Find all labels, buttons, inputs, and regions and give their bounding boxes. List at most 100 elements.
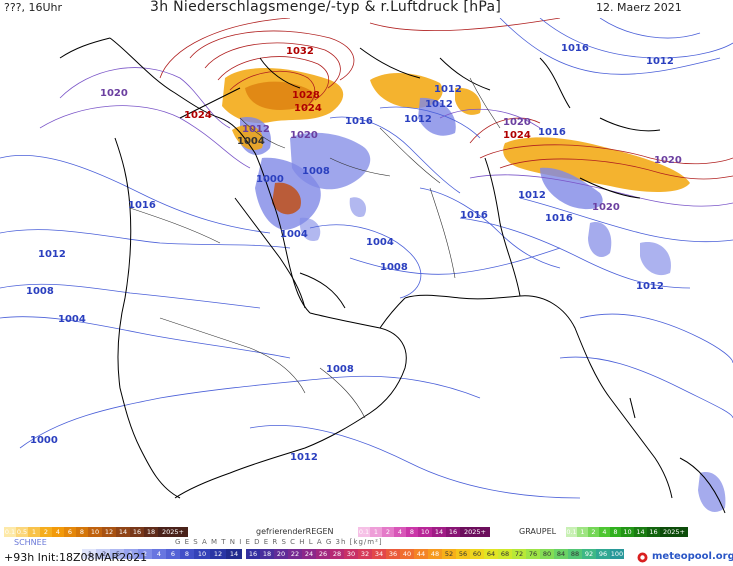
pressure-label: 1004 (58, 314, 86, 325)
total-swatch: 56 (456, 549, 470, 559)
pressure-label: 1012 (646, 56, 674, 67)
total-swatch: 28 (330, 549, 344, 559)
snow-label: SCHNEE (14, 538, 47, 547)
pressure-label: 1020 (503, 117, 531, 128)
pressure-label: 1016 (545, 213, 573, 224)
graupel-swatch: 10 (621, 527, 634, 537)
graupel-swatch: 14 (634, 527, 647, 537)
map-title: 3h Niederschlagsmenge/-typ & r.Luftdruck… (150, 0, 502, 15)
pressure-label: 1024 (294, 103, 322, 114)
total-swatch: 30 (344, 549, 358, 559)
freezing-swatch: 4 (394, 527, 406, 537)
snow-scale: .1 .2 .5 1 2 4 6 8 10 12 14 (82, 549, 242, 559)
pressure-label: 1016 (538, 127, 566, 138)
rain-swatch: 8 (76, 527, 88, 537)
pressure-label: 1028 (292, 90, 320, 101)
rain-swatch: 1 (28, 527, 40, 537)
pressure-label: 1008 (302, 166, 330, 177)
pressure-label: 1032 (286, 46, 314, 57)
graupel-label: GRAUPEL (519, 527, 557, 536)
snow-swatch: 2 (138, 549, 152, 559)
snow-swatch: 12 (210, 549, 226, 559)
red-isobars (159, 18, 733, 180)
meteopool-logo-icon (637, 552, 648, 563)
map-header: ???, 16Uhr 3h Niederschlagsmenge/-typ & … (0, 0, 733, 18)
model-run-info: +93h Init:18Z08MAR2021 (4, 551, 148, 564)
freezing-swatch: 10 (418, 527, 432, 537)
pressure-label: 1012 (425, 99, 453, 110)
snow-swatch: .1 (82, 549, 96, 559)
precipitation-legend: 0.1 0.5 1 2 4 6 8 10 12 14 16 18 2025+ g… (0, 524, 733, 566)
pressure-label: 1024 (503, 130, 531, 141)
pressure-label: 1024 (184, 110, 212, 121)
snow-swatch: 6 (166, 549, 180, 559)
weather-map[interactable]: 1020 1032 1028 1024 1024 1012 1004 1020 … (0, 18, 733, 524)
total-swatch: 32 (358, 549, 372, 559)
pressure-label: 1020 (290, 130, 318, 141)
pressure-label: 1000 (30, 435, 58, 446)
pressure-label: 1004 (237, 136, 265, 147)
total-swatch: 92 (582, 549, 596, 559)
snow-swatch: .2 (96, 549, 110, 559)
total-swatch: 68 (498, 549, 512, 559)
country-borders (129, 77, 501, 419)
rain-swatch: 12 (102, 527, 116, 537)
total-swatch: 88 (568, 549, 582, 559)
pressure-label: 1012 (404, 114, 432, 125)
pressure-label: 1012 (290, 452, 318, 463)
rain-swatch: 18 (144, 527, 158, 537)
meteopool-brand[interactable]: meteopool.org (652, 551, 733, 562)
freezing-swatch: 1 (370, 527, 382, 537)
snow-swatch: 4 (152, 549, 166, 559)
graupel-swatch: 2025+ (660, 527, 688, 537)
total-swatch: 72 (512, 549, 526, 559)
total-precip-scale: 16 18 20 22 24 26 28 30 32 34 36 40 44 4… (246, 549, 624, 559)
blue-isobars (0, 18, 733, 499)
rain-swatch: 16 (130, 527, 144, 537)
violet-isobars (39, 67, 733, 207)
map-background (0, 18, 733, 524)
total-swatch: 20 (274, 549, 288, 559)
total-swatch: 44 (414, 549, 428, 559)
total-swatch: 24 (302, 549, 316, 559)
freezing-rain-label: gefrierenderREGEN (256, 527, 334, 536)
snow-swatch: 8 (180, 549, 194, 559)
header-time-label: ???, 16Uhr (4, 1, 63, 14)
pressure-label: 1012 (242, 124, 270, 135)
rain-swatch: 14 (116, 527, 130, 537)
graupel-swatch: 16 (647, 527, 660, 537)
total-swatch: 84 (554, 549, 568, 559)
freezing-swatch: 0.1 (358, 527, 370, 537)
rain-swatch: 10 (88, 527, 102, 537)
total-swatch: 36 (386, 549, 400, 559)
total-precip-label: G E S A M T N I E D E R S C H L A G 3h [… (175, 538, 383, 546)
rain-swatch: 2025+ (158, 527, 188, 537)
pressure-label: 1008 (26, 286, 54, 297)
brand-org: .org (711, 551, 733, 562)
total-swatch: 40 (400, 549, 414, 559)
pressure-label: 1012 (434, 84, 462, 95)
freezing-swatch: 2025+ (460, 527, 490, 537)
rain-swatch: 6 (64, 527, 76, 537)
pressure-label: 1000 (256, 174, 284, 185)
rain-scale: 0.1 0.5 1 2 4 6 8 10 12 14 16 18 2025+ (4, 527, 188, 537)
total-swatch: 18 (260, 549, 274, 559)
snow-swatch: 10 (194, 549, 210, 559)
coastlines (59, 37, 726, 514)
total-swatch: 96 (596, 549, 610, 559)
pressure-labels: 1020 1032 1028 1024 1024 1012 1004 1020 … (26, 43, 682, 463)
freezing-swatch: 2 (382, 527, 394, 537)
pressure-label: 1012 (518, 190, 546, 201)
brand-pool: pool (687, 551, 712, 562)
brand-meteo: meteo (652, 551, 688, 562)
pressure-label: 1016 (561, 43, 589, 54)
pressure-label: 1012 (636, 281, 664, 292)
pressure-label: 1016 (345, 116, 373, 127)
header-date: 12. Maerz 2021 (596, 1, 682, 14)
snow-swatch: 1 (124, 549, 138, 559)
graupel-scale: 0.1 1 2 4 8 10 14 16 2025+ (566, 527, 688, 537)
pressure-label: 1008 (326, 364, 354, 375)
pressure-label: 1004 (280, 229, 308, 240)
total-swatch: 76 (526, 549, 540, 559)
rain-swatch: 0.1 (4, 527, 16, 537)
